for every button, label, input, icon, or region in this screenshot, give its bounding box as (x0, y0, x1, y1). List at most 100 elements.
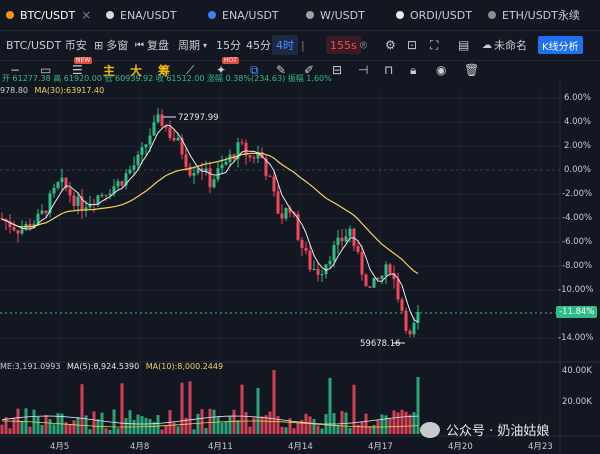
interval-label: 45分 (246, 39, 271, 52)
volume-bar (372, 425, 376, 434)
candle-body (216, 168, 220, 180)
ruler-icon[interactable]: ⊟ (332, 63, 343, 77)
volume-bar (260, 416, 264, 434)
fullscreen-icon[interactable]: ⛶ (430, 37, 439, 52)
candle-body (380, 275, 384, 279)
volume-bar (280, 426, 284, 434)
measure-icon[interactable]: ⊣ (358, 63, 369, 77)
volume-bar (36, 416, 40, 434)
volume-bar (412, 412, 416, 434)
volume-bar (76, 417, 80, 434)
tab-btc-usdt[interactable]: BTC/USDT × (6, 0, 91, 30)
big-order-button[interactable]: 大 (130, 60, 142, 80)
horizontal-line-icon[interactable]: − (10, 63, 21, 77)
tab-label: ETH/USDT永续 (502, 9, 580, 22)
candle-body (264, 158, 268, 176)
wechat-icon (420, 421, 440, 438)
indicator-icon[interactable]: ⊡ (407, 38, 418, 52)
symbol-selector[interactable]: BTC/USDT 币安 (6, 30, 87, 60)
crosshair-icon[interactable]: ⧉ (250, 62, 259, 77)
kline-analysis-button[interactable]: K线分析 (538, 36, 583, 54)
candle-body (76, 196, 80, 206)
volume-label: ME:3,191.0993 (0, 362, 61, 371)
volume-bar (152, 421, 156, 434)
volume-bar (204, 428, 208, 434)
tab-label: ENA/USDT (222, 8, 279, 22)
period-dropdown[interactable]: 周期 ▾ (178, 30, 207, 60)
candle-body (156, 114, 160, 123)
magic-icon[interactable]: ✦ (216, 63, 227, 77)
lock-icon[interactable]: 🔒︎ (410, 62, 417, 77)
close-icon[interactable]: × (81, 8, 92, 22)
chip-button[interactable]: 筹 (158, 60, 170, 80)
candle-body (44, 210, 48, 214)
candle-body (8, 221, 12, 228)
settings-icon[interactable]: ⚙ (385, 38, 396, 52)
trend-line-icon[interactable]: ⟋ (186, 62, 195, 77)
candle-body (288, 207, 292, 213)
interval-45m[interactable]: 45分 (246, 30, 271, 60)
volume-bar (0, 424, 4, 434)
grid (0, 90, 560, 436)
tab-ena-usdt[interactable]: ENA/USDT (106, 0, 177, 30)
rectangle-icon[interactable]: ▭ (40, 63, 52, 77)
tab-ordi-usdt[interactable]: ORDI/USDT (396, 0, 472, 30)
layout-name-dropdown[interactable]: ☁ 未命名 (482, 30, 527, 60)
volume-bar (200, 409, 204, 434)
volume-ma5-line (1, 415, 419, 425)
candle-body (124, 173, 128, 186)
multi-window-button[interactable]: ⊞ 多窗 (94, 30, 128, 60)
volume-bar (80, 384, 84, 434)
volume-bars (0, 369, 420, 434)
y-tick: 0.00% (564, 165, 592, 175)
volume-ma10-label: MA(10):8,000.2449 (145, 362, 224, 371)
pen-icon[interactable]: ✎ (276, 63, 287, 77)
candle-body (96, 195, 100, 205)
candle-body (404, 310, 408, 331)
volume-bar (164, 425, 168, 434)
candle-body (336, 237, 340, 246)
main-force-button[interactable]: 主 (103, 60, 115, 80)
tab-eth-usdt-perp[interactable]: ETH/USDT永续 (488, 0, 580, 30)
replay-button[interactable]: ⏮ 复盘 (135, 30, 169, 60)
volume-bar (104, 428, 108, 434)
replay-label: 复盘 (147, 39, 169, 52)
y-tick: 2.00% (564, 141, 592, 151)
volume-bar (124, 418, 128, 434)
magnet-icon[interactable]: ⊓ (384, 63, 394, 77)
volume-ma5-label: MA(5):8,924.5390 (67, 362, 140, 371)
candle-body (148, 135, 152, 145)
eye-icon[interactable]: ◉ (436, 63, 447, 77)
low-label: 59678.16 (360, 339, 401, 349)
candle-body (80, 196, 84, 211)
volume-bar (264, 415, 268, 434)
tab-w-usdt[interactable]: W/USDT (306, 0, 365, 30)
layout-icon[interactable]: ▤ (458, 38, 470, 52)
kline-chart[interactable]: 72797.99 59678.16 (0, 80, 600, 454)
volume-bar (328, 377, 332, 434)
volume-ma10-line (1, 420, 419, 428)
volume-bar (396, 412, 400, 434)
candle-body (56, 182, 60, 188)
camera-icon[interactable]: ⌾ (360, 37, 368, 52)
volume-bar (28, 426, 32, 434)
interval-label: 15分 (216, 39, 241, 52)
chevron-down-icon: ▾ (203, 40, 208, 50)
candle-body (316, 268, 320, 275)
volume-bar (196, 413, 200, 434)
candle-body (396, 279, 400, 300)
trash-icon[interactable]: 🗑︎ (464, 63, 480, 77)
volume-bar (52, 424, 56, 434)
main-toolbar: BTC/USDT 币安 ⊞ 多窗 ⏮ 复盘 周期 ▾ 15分 45分 4时 | … (0, 30, 600, 61)
candle-body (120, 181, 124, 186)
fibonacci-icon[interactable]: ☰ (72, 63, 83, 77)
brush-icon[interactable]: ✐ (304, 63, 315, 77)
candle-body (260, 151, 264, 159)
tab-ena-usdt-2[interactable]: ENA/USDT (208, 0, 279, 30)
candle-body (412, 322, 416, 335)
interval-4h[interactable]: 4时 (272, 35, 298, 55)
toolbar-divider: | (301, 38, 305, 52)
interval-15m[interactable]: 15分 (216, 30, 241, 60)
volume-bar (88, 429, 92, 434)
volume-bar (316, 425, 320, 434)
